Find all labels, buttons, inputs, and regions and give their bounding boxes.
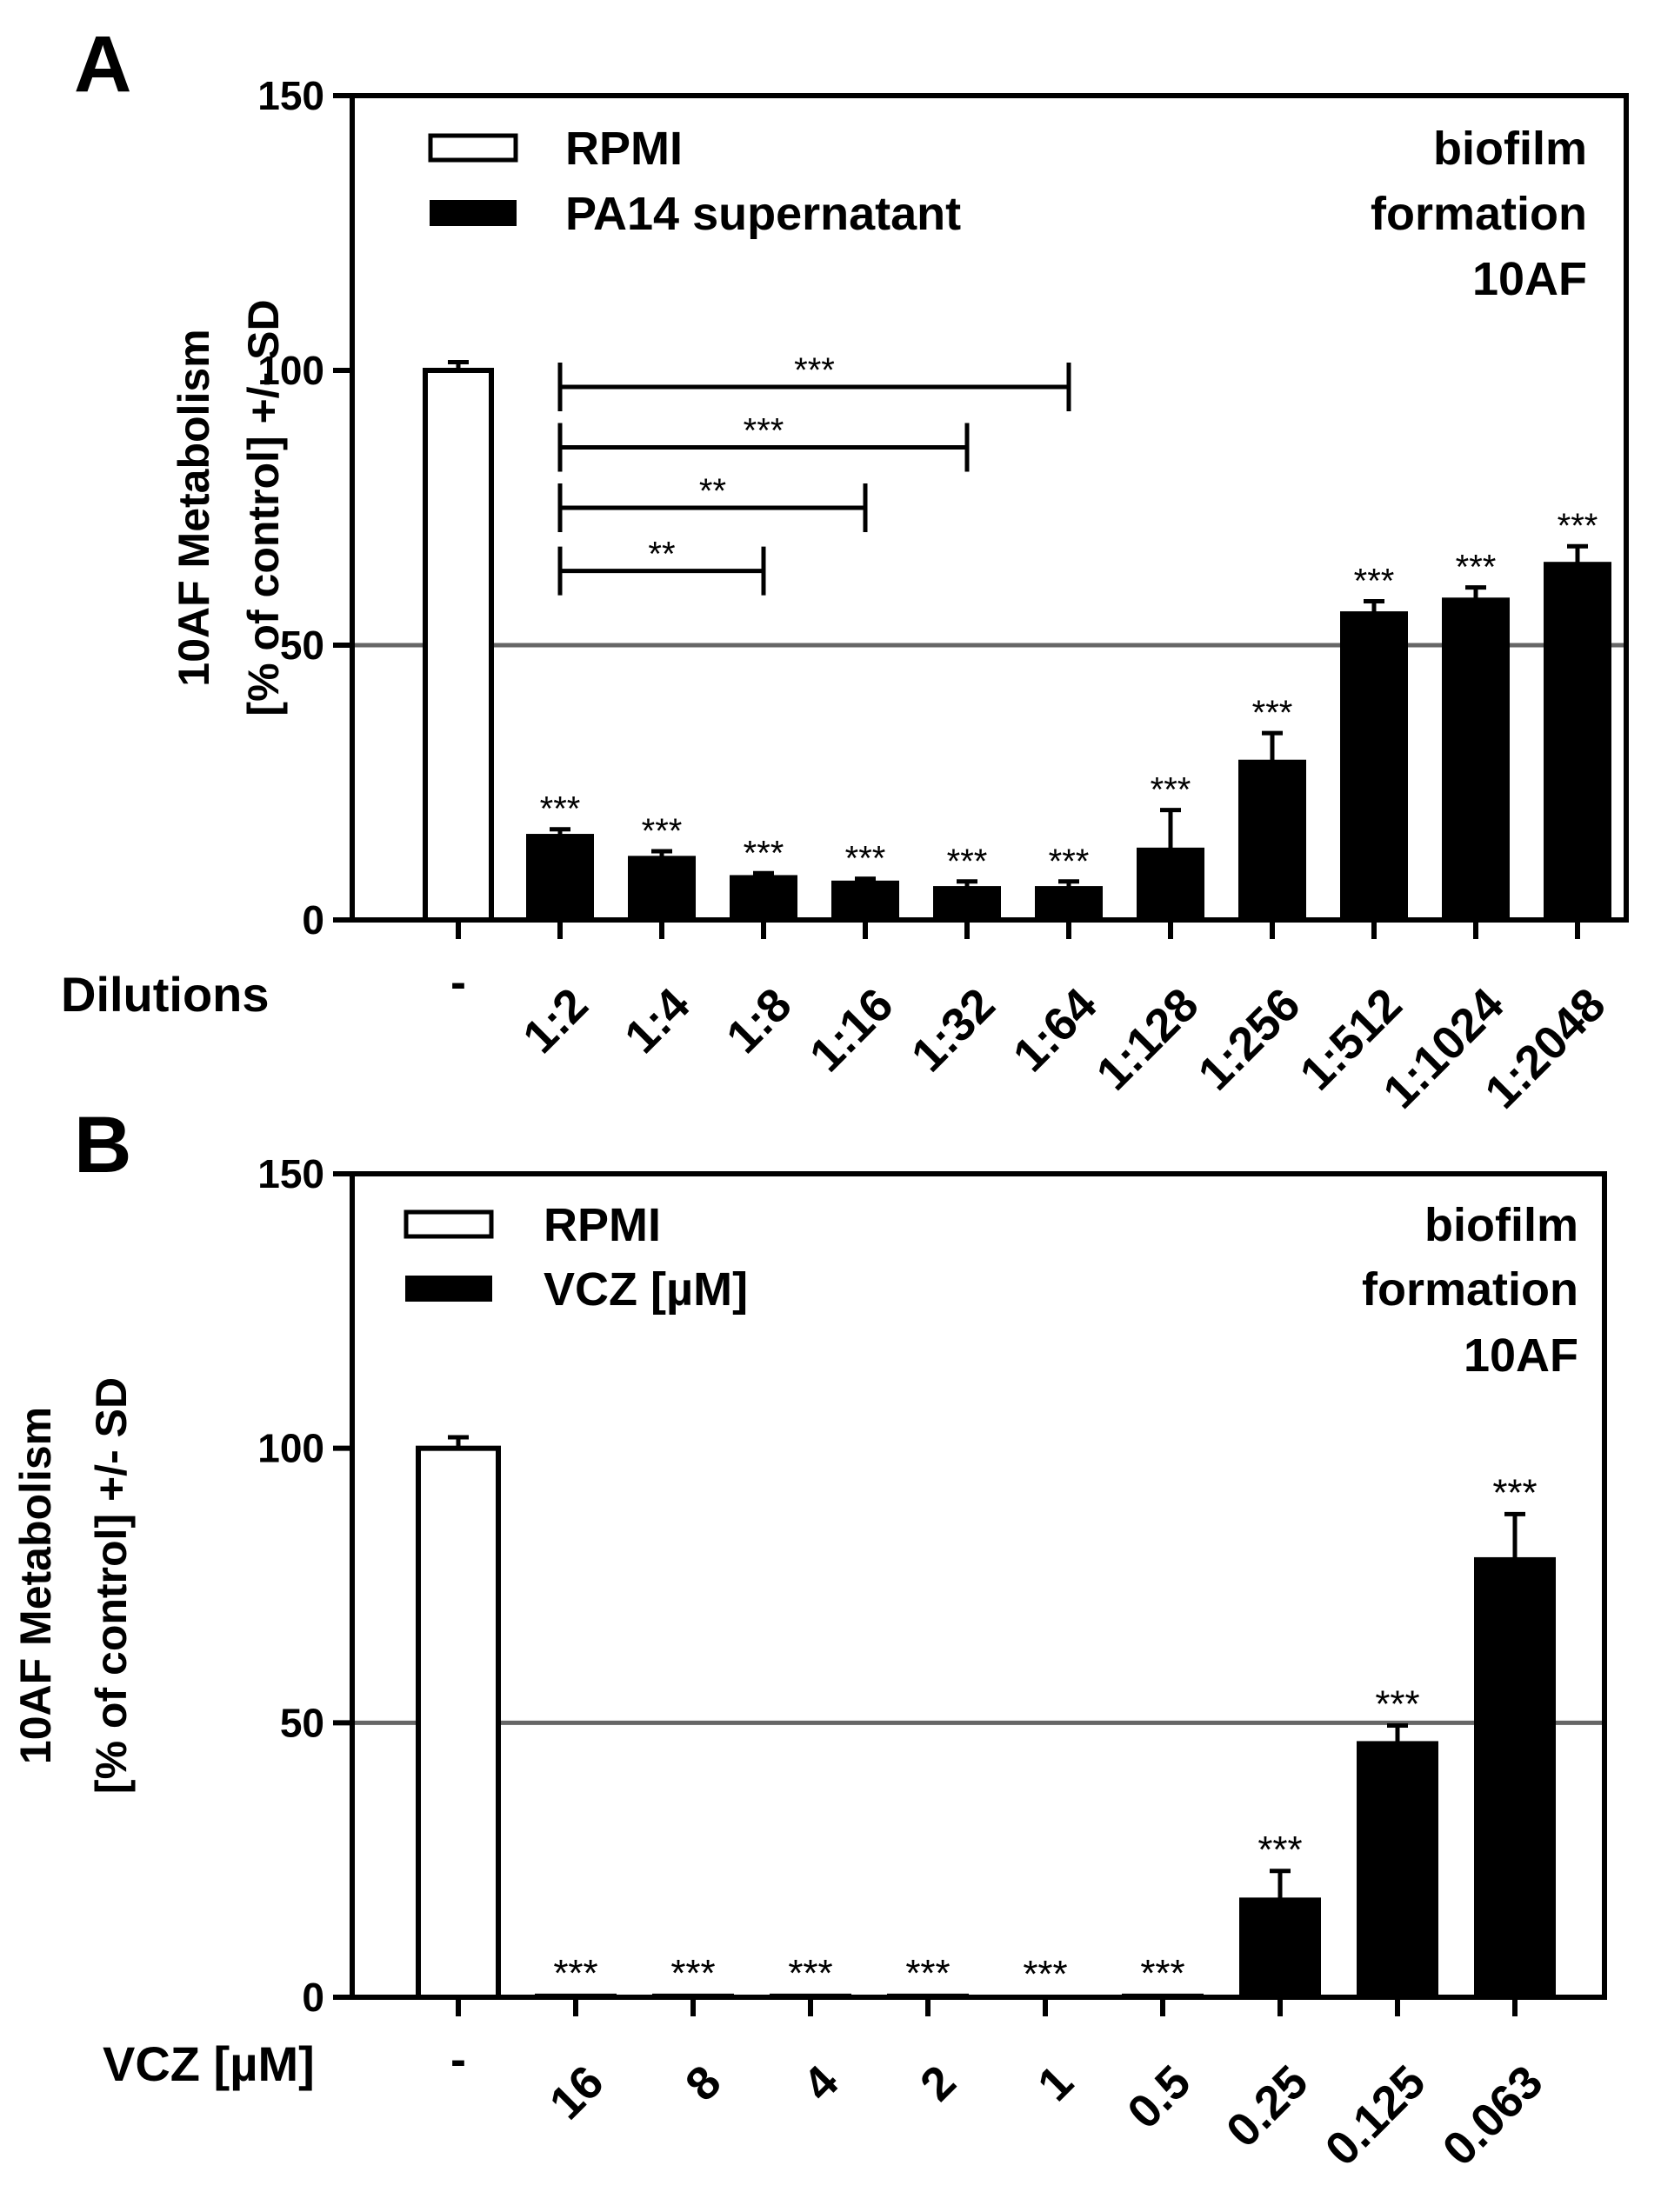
significance-label-4: ***: [905, 1952, 950, 1995]
bar-7: [1137, 847, 1204, 922]
bar-0: [423, 368, 494, 923]
annotation-line-1: formation: [1362, 1263, 1578, 1316]
annotation-line-2: 10AF: [1464, 1329, 1578, 1382]
legend-swatch-1: [430, 200, 517, 226]
y-tick-label-50: 50: [280, 623, 324, 668]
plot-frame: [350, 93, 1629, 923]
bar-5: [933, 886, 1001, 922]
x-category-label-8: 0.125: [1316, 2055, 1436, 2175]
x-category-label-9: 0.063: [1433, 2055, 1553, 2175]
y-tick-label-0: 0: [302, 1975, 324, 2020]
bar-6: [1035, 886, 1103, 922]
y-tick-label-150: 150: [257, 1151, 324, 1196]
significance-label-7: ***: [1151, 771, 1191, 810]
x-category-label-1: 16: [540, 2055, 614, 2129]
x-category-label-4: 1:16: [800, 978, 904, 1082]
x-category-label-8: 1:256: [1189, 978, 1311, 1100]
x-category-label-5: 1: [1028, 2055, 1084, 2111]
x-category-label-0: -: [450, 2034, 466, 2086]
x-category-label-5: 1:32: [902, 978, 1005, 1082]
panel-b: B 10AF Metabolism [% of control] +/- SD ***…: [11, 1101, 1607, 2175]
y-tick-label-50: 50: [280, 1700, 324, 1745]
y-axis-label-line-2: [% of control] +/- SD: [239, 299, 288, 716]
bar-0: [416, 1445, 501, 2000]
x-category-label-2: 1:4: [615, 978, 700, 1063]
x-category-label-6: 0.5: [1117, 2055, 1201, 2139]
panel-letter: B: [74, 1101, 131, 1189]
significance-label-5: ***: [1023, 1953, 1067, 1995]
significance-label-7: ***: [1257, 1829, 1302, 1871]
x-category-label-1: 1:2: [513, 978, 598, 1063]
plot-frame: [350, 1171, 1607, 2000]
significance-label-9: ***: [1354, 562, 1395, 600]
legend-label-1: VCZ [µM]: [544, 1263, 748, 1316]
significance-label-9: ***: [1492, 1471, 1537, 1514]
bar-10: [1442, 597, 1510, 922]
x-category-label-2: 8: [676, 2055, 731, 2111]
annotation-line-1: formation: [1371, 188, 1587, 240]
bracket-2-label: **: [699, 472, 726, 510]
bracket-1-label: ***: [744, 411, 784, 450]
bar-9: [1340, 611, 1408, 922]
x-category-label-7: 1:128: [1087, 978, 1209, 1100]
annotation-line-0: biofilm: [1424, 1199, 1578, 1251]
y-axis-label-line-2: [% of control] +/- SD: [87, 1377, 136, 1794]
y-axis-label-line-1: 10AF Metabolism: [11, 1407, 60, 1764]
legend-label-0: RPMI: [565, 123, 683, 175]
bar-8: [1357, 1741, 1438, 1999]
legend-label-1: PA14 supernatant: [565, 188, 961, 240]
bar-2: [628, 856, 696, 922]
significance-label-1: ***: [540, 790, 581, 829]
significance-label-3: ***: [744, 834, 784, 872]
bar-7: [1239, 1897, 1321, 1999]
annotation-line-2: 10AF: [1472, 253, 1587, 305]
significance-label-6: ***: [1049, 843, 1090, 881]
bar-11: [1544, 562, 1611, 921]
significance-label-4: ***: [845, 840, 886, 878]
legend-label-0: RPMI: [544, 1199, 661, 1251]
legend-swatch-0: [428, 133, 518, 163]
y-tick-label-100: 100: [257, 1426, 324, 1471]
x-category-label-3: 4: [793, 2055, 849, 2111]
bar-8: [1238, 759, 1306, 921]
y-tick-label-0: 0: [302, 897, 324, 943]
significance-label-8: ***: [1375, 1682, 1419, 1725]
significance-label-1: ***: [553, 1952, 597, 1995]
significance-label-5: ***: [947, 843, 988, 881]
annotation-line-0: biofilm: [1433, 123, 1587, 175]
panel-letter: A: [74, 20, 131, 109]
significance-label-6: ***: [1140, 1952, 1184, 1995]
bracket-0-label: ***: [794, 351, 835, 390]
legend-swatch-1: [405, 1276, 492, 1302]
x-category-label-7: 0.25: [1217, 2055, 1318, 2157]
x-category-label-0: -: [450, 956, 466, 1009]
bar-9: [1474, 1556, 1556, 1999]
significance-label-8: ***: [1252, 694, 1293, 732]
x-category-label-4: 2: [911, 2055, 966, 2111]
x-category-label-3: 1:8: [717, 978, 802, 1063]
significance-label-2: ***: [670, 1952, 715, 1995]
significance-label-3: ***: [788, 1952, 832, 1995]
significance-label-2: ***: [642, 812, 683, 850]
x-axis-label: VCZ [µM]: [103, 2036, 315, 2091]
bracket-3-label: **: [648, 536, 675, 574]
y-axis-label-line-1: 10AF Metabolism: [170, 329, 218, 686]
bar-1: [526, 834, 594, 921]
y-tick-label-100: 100: [257, 348, 324, 393]
y-tick-label-150: 150: [257, 73, 324, 118]
bar-4: [831, 880, 899, 922]
x-axis-label: Dilutions: [61, 967, 270, 1022]
legend-swatch-0: [404, 1209, 494, 1239]
significance-label-11: ***: [1558, 507, 1598, 545]
significance-label-10: ***: [1456, 549, 1497, 587]
bar-3: [730, 875, 797, 922]
